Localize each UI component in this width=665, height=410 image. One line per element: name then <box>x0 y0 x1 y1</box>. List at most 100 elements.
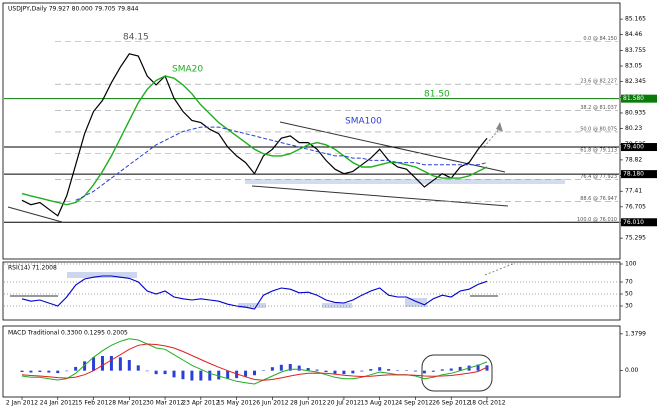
histogram-bar <box>297 365 301 371</box>
y-tick-label: 83.05 <box>625 63 642 70</box>
chart-title: USDJPY,Daily 79.927 80.000 79.705 79.844 <box>8 6 139 13</box>
y-tick-label: 76.705 <box>625 203 646 210</box>
fib-label: 0.0 @ 84.150 <box>583 36 617 42</box>
x-tick-label: 30 Mar 2012 <box>146 400 184 407</box>
y-tick-label: 77.41 <box>625 188 642 195</box>
annotation: 84.15 <box>123 33 149 43</box>
histogram-bar <box>351 370 355 374</box>
x-tick-label: 13 Aug 2012 <box>360 400 399 407</box>
x-tick-label: 20 Jul 2012 <box>327 400 361 407</box>
y-tick-label: 50 <box>625 291 633 298</box>
histogram-bar <box>163 370 167 375</box>
histogram-bar <box>440 369 444 371</box>
x-tick-label: 6 Jun 2012 <box>256 400 288 407</box>
y-tick-label: 70 <box>625 279 633 286</box>
price-tag <box>621 170 657 179</box>
histogram-bar <box>261 370 265 371</box>
y-tick-label: 75.295 <box>625 235 646 242</box>
histogram-bar <box>253 370 256 376</box>
histogram-bar <box>208 370 212 381</box>
fib-label: 50.0 @ 80.075 <box>580 126 617 132</box>
rsi-zone <box>322 303 352 308</box>
histogram-bar <box>279 364 283 371</box>
histogram-bar <box>431 370 435 372</box>
histogram-bar <box>422 370 426 374</box>
fib-label: 76.4 @ 77.923 <box>580 174 617 180</box>
series-line <box>21 343 488 381</box>
histogram-bar <box>190 370 194 381</box>
x-tick-label: 15 May 2012 <box>217 400 256 407</box>
y-tick-label: 84.46 <box>625 31 642 38</box>
x-tick-label: 8 Mar 2012 <box>112 400 146 407</box>
histogram-bar <box>65 370 69 372</box>
macd-title: MACD Traditional 0.3300 0.1295 0.2005 <box>8 330 128 337</box>
y-tick-label: 1.3799 <box>625 330 646 337</box>
histogram-bar <box>118 357 122 371</box>
histogram-bar <box>217 370 221 380</box>
price-tag <box>621 218 657 227</box>
histogram-bar <box>378 367 382 371</box>
trend-line <box>7 206 63 223</box>
histogram-bar <box>154 370 158 375</box>
projection-arrow <box>483 127 501 148</box>
histogram-bar <box>56 370 60 374</box>
annotation: SMA100 <box>345 117 382 127</box>
histogram-bar <box>145 370 149 372</box>
x-tick-label: 15 Feb 2012 <box>75 400 113 407</box>
x-tick-label: 28 Jun 2012 <box>290 400 326 407</box>
price-tag-label: 81.580 <box>623 95 644 102</box>
histogram-bar <box>324 370 328 372</box>
annotation: 81.50 <box>424 90 450 100</box>
histogram-bar <box>47 370 51 373</box>
y-tick-label: 100 <box>625 261 637 268</box>
price-panel <box>2 2 621 260</box>
histogram-bar <box>449 368 453 371</box>
histogram-bar <box>396 370 400 371</box>
y-tick-label: 83.755 <box>625 47 646 54</box>
price-tag-label: 79.400 <box>623 144 644 151</box>
x-tick-label: 24 Jan 2012 <box>40 400 76 407</box>
annotation: SMA20 <box>172 65 203 75</box>
series-line <box>21 53 488 217</box>
x-tick-label: 26 Sep 2012 <box>432 400 470 407</box>
histogram-bar <box>485 365 489 371</box>
histogram-bar <box>127 360 131 371</box>
price-tag <box>621 94 657 103</box>
x-tick-label: 4 Sep 2012 <box>398 400 432 407</box>
histogram-bar <box>413 370 417 372</box>
histogram-bar <box>405 370 409 371</box>
histogram-bar <box>109 356 113 371</box>
histogram-bar <box>83 361 87 371</box>
y-tick-label: 80.23 <box>625 125 642 132</box>
histogram-bar <box>226 370 230 379</box>
support-zone <box>245 179 565 184</box>
fib-label: 38.2 @ 81.037 <box>580 105 617 111</box>
projection-arrow <box>484 262 516 276</box>
rsi-zone <box>238 303 266 308</box>
highlight-ellipse <box>421 354 493 392</box>
histogram-bar <box>74 366 78 371</box>
histogram-bar <box>476 364 480 371</box>
rsi-panel <box>2 261 621 321</box>
histogram-bar <box>306 368 310 371</box>
y-tick-label: 85.165 <box>625 16 646 23</box>
histogram-bar <box>100 356 104 371</box>
histogram-bar <box>136 365 140 371</box>
rsi-title: RSI(14) 71.2008 <box>8 265 57 272</box>
histogram-bar <box>288 364 292 371</box>
histogram-bar <box>360 370 364 372</box>
macd-panel <box>2 325 621 398</box>
histogram-bar <box>333 370 337 374</box>
series-line <box>21 75 488 206</box>
histogram-bar <box>199 370 203 381</box>
rsi-zone <box>67 272 137 278</box>
histogram-bar <box>270 367 274 371</box>
y-tick-label: 82.345 <box>625 78 646 85</box>
histogram-bar <box>38 370 42 372</box>
histogram-bar <box>244 370 248 377</box>
y-tick-label: 0.00 <box>625 367 639 374</box>
histogram-bar <box>181 370 185 380</box>
y-tick-label: 30 <box>625 303 633 310</box>
fib-label: 61.8 @ 79.113 <box>580 148 617 154</box>
